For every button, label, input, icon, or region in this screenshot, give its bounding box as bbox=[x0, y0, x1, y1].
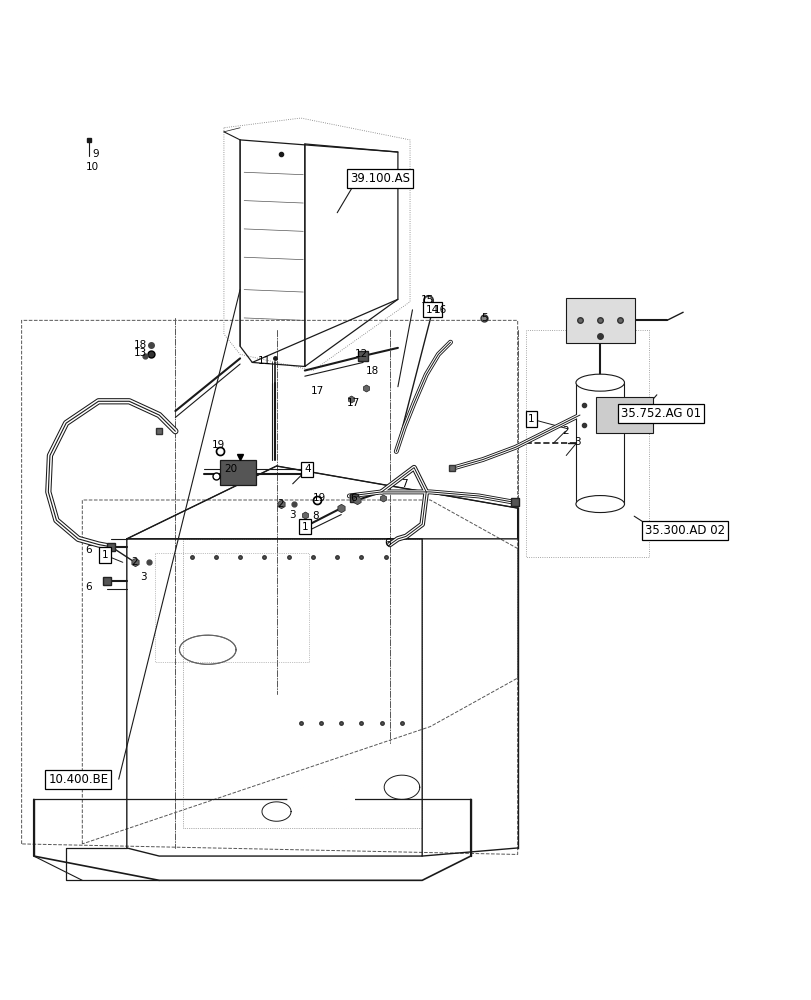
Text: 35.752.AG 01: 35.752.AG 01 bbox=[620, 407, 700, 420]
Text: 13: 13 bbox=[134, 348, 147, 358]
Text: 3: 3 bbox=[573, 437, 580, 447]
Text: 17: 17 bbox=[346, 398, 359, 408]
Text: 18: 18 bbox=[365, 366, 378, 376]
Text: 15: 15 bbox=[421, 295, 434, 305]
Text: 16: 16 bbox=[434, 305, 447, 315]
Text: 18: 18 bbox=[134, 340, 147, 350]
Ellipse shape bbox=[575, 374, 624, 391]
Text: 1: 1 bbox=[301, 522, 308, 532]
Text: 2: 2 bbox=[561, 426, 568, 436]
Bar bbox=[575, 383, 624, 504]
Text: 7: 7 bbox=[401, 479, 407, 489]
Text: 6: 6 bbox=[85, 582, 92, 592]
Text: 19: 19 bbox=[312, 493, 326, 503]
Text: 11: 11 bbox=[257, 356, 271, 366]
Bar bbox=[595, 397, 652, 433]
Text: 12: 12 bbox=[354, 349, 367, 359]
Text: 10.400.BE: 10.400.BE bbox=[48, 773, 108, 786]
Text: 6: 6 bbox=[85, 545, 92, 555]
Polygon shape bbox=[304, 793, 337, 806]
Text: 9: 9 bbox=[92, 149, 99, 159]
Text: 3: 3 bbox=[289, 510, 296, 520]
Bar bbox=[565, 298, 634, 343]
Text: 19: 19 bbox=[212, 440, 225, 450]
Text: 1: 1 bbox=[101, 550, 108, 560]
Bar bbox=[220, 460, 256, 485]
Text: 2: 2 bbox=[131, 557, 138, 567]
Text: 14: 14 bbox=[426, 305, 439, 315]
Text: 2: 2 bbox=[277, 499, 284, 509]
Text: 39.100.AS: 39.100.AS bbox=[350, 172, 410, 185]
Text: 6: 6 bbox=[350, 493, 356, 503]
Text: 1: 1 bbox=[527, 414, 534, 424]
Text: 17: 17 bbox=[310, 386, 324, 396]
Text: 10: 10 bbox=[85, 162, 98, 172]
Ellipse shape bbox=[575, 496, 624, 513]
Text: 8: 8 bbox=[311, 511, 318, 521]
Text: 20: 20 bbox=[224, 464, 237, 474]
Text: 5: 5 bbox=[481, 313, 487, 323]
Text: 3: 3 bbox=[139, 572, 146, 582]
Text: 35.300.AD 02: 35.300.AD 02 bbox=[644, 524, 724, 537]
Text: 4: 4 bbox=[303, 464, 310, 474]
Text: 6: 6 bbox=[384, 538, 390, 548]
Polygon shape bbox=[289, 786, 353, 812]
